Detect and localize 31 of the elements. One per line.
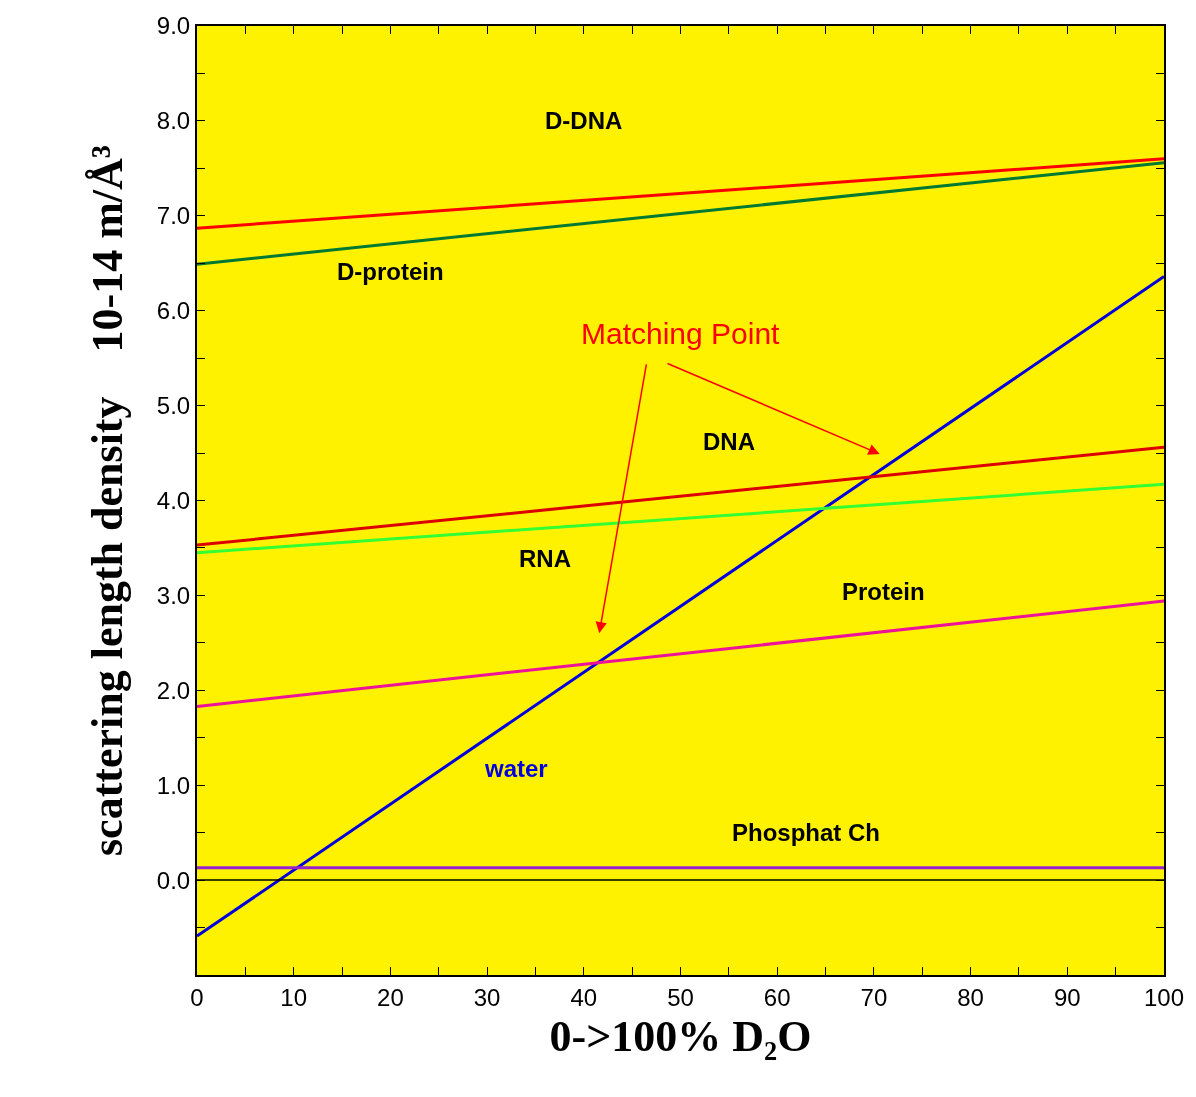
x-tick-label: 20 bbox=[377, 983, 404, 1011]
series-label: Phosphat Ch bbox=[732, 819, 880, 846]
y-tick-label: 4.0 bbox=[156, 486, 191, 514]
y-tick-label: 0.0 bbox=[156, 866, 191, 894]
x-tick-label: 30 bbox=[473, 983, 501, 1011]
series-label: DNA bbox=[703, 428, 755, 455]
y-tick-label: 8.0 bbox=[156, 107, 191, 135]
x-tick-label: 100 bbox=[1143, 983, 1185, 1011]
y-tick-label: 3.0 bbox=[156, 581, 191, 609]
annotation: Matching Point bbox=[581, 317, 781, 350]
series-label: water bbox=[484, 755, 548, 782]
y-tick-label: 1.0 bbox=[156, 771, 191, 799]
x-tick-label: 40 bbox=[570, 983, 598, 1011]
text: D-DNA bbox=[545, 107, 623, 134]
x-tick-label: 50 bbox=[667, 983, 694, 1011]
x-tick-label: 70 bbox=[860, 983, 888, 1011]
y-tick-label: 9.0 bbox=[156, 12, 191, 40]
x-axis-title: 0->100% D₂O bbox=[549, 1011, 812, 1061]
series-label: D-protein bbox=[337, 258, 444, 285]
series-label: RNA bbox=[519, 545, 571, 572]
x-tick-label: 90 bbox=[1053, 983, 1081, 1011]
y-axis-title: scattering length density 10-14 m/Å³ bbox=[83, 144, 133, 857]
y-tick-label: 6.0 bbox=[156, 297, 191, 325]
series-label: Protein bbox=[842, 578, 925, 605]
x-tick-label: 0 bbox=[190, 983, 204, 1011]
x-tick-label: 60 bbox=[763, 983, 791, 1011]
x-tick-label: 10 bbox=[280, 983, 308, 1011]
y-tick-label: 5.0 bbox=[156, 392, 191, 419]
x-tick-label: 80 bbox=[957, 983, 984, 1011]
y-tick-label: 2.0 bbox=[156, 676, 191, 704]
y-tick-label: 7.0 bbox=[156, 202, 191, 230]
